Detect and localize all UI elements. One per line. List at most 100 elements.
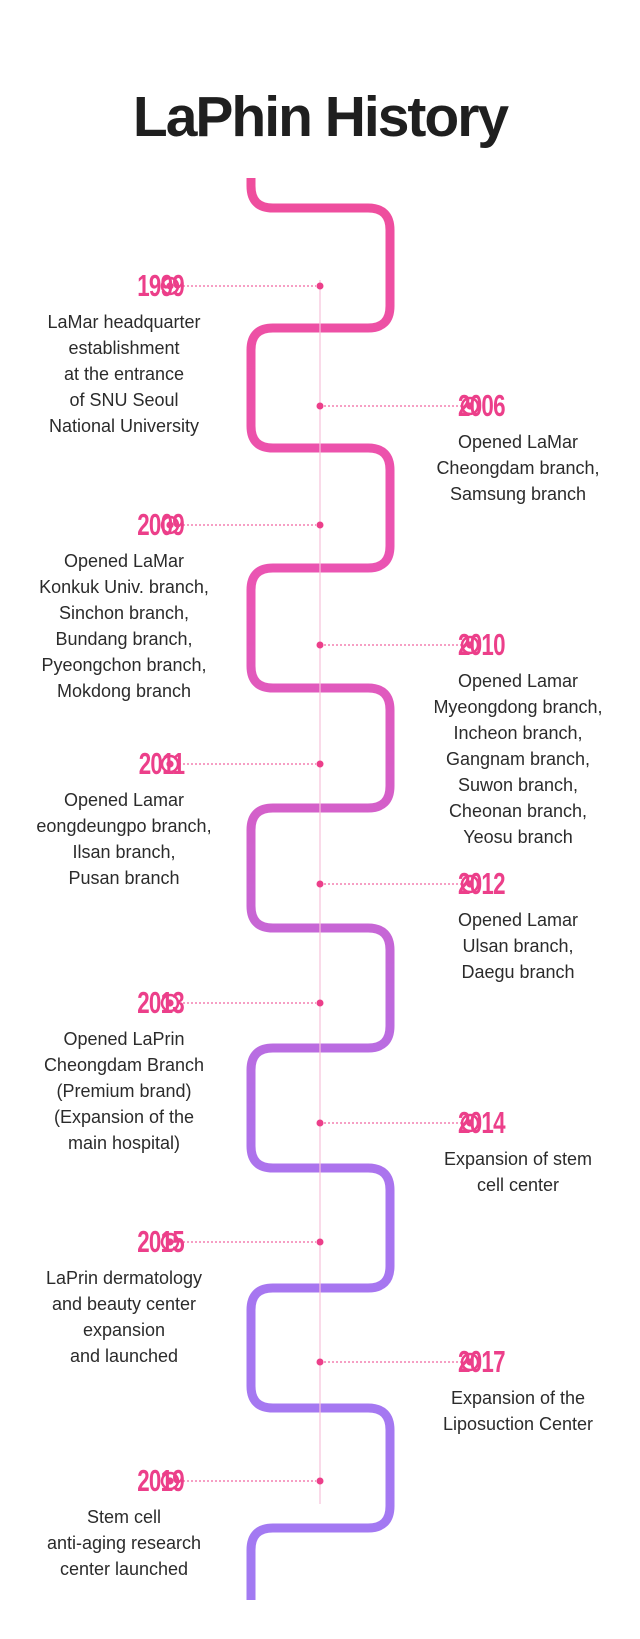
description-line: Gangnam branch, [445,749,591,769]
description-line: National University [48,416,200,436]
target-icon [160,993,180,1013]
description-line: anti-aging research [46,1533,202,1553]
timeline-wave [246,178,395,1600]
year-row: 2009 [119,509,184,540]
description-line: Stem cell [86,1507,162,1527]
event-year: 2006 [458,388,505,423]
timeline-dot-icon [316,282,324,290]
description-line: Cheongdam branch, [436,458,600,478]
target-icon [160,1232,180,1252]
description-line: Opened LaPrin [63,1029,185,1049]
year-row: 2019 [119,1465,184,1496]
timeline-dot-icon [316,880,324,888]
target-icon [160,1471,180,1491]
target-icon-center [466,1358,474,1366]
description-line: center launched [59,1559,189,1579]
event-connector [160,515,324,535]
timeline-dot-icon [316,521,324,529]
event-connector [316,1352,480,1372]
description-line: main hospital) [67,1133,181,1153]
target-icon-center [466,1119,474,1127]
event-year: 2011 [138,746,184,781]
event-connector [160,754,324,774]
target-icon [160,276,180,296]
target-icon-center [466,402,474,410]
year-row: 2017 [458,1344,523,1379]
year-row: 2013 [119,985,184,1020]
year-row: 2014 [458,1105,523,1140]
description-line: Ilsan branch, [72,842,176,862]
description-line: Daegu branch [461,962,575,982]
description-line: Yeosu branch [463,827,573,847]
event-connector [316,1113,480,1133]
description-line: cell center [476,1175,560,1195]
description-line: Cheongdam Branch [43,1055,205,1075]
description-line: of SNU Seoul [69,390,179,410]
target-icon [160,515,180,535]
target-icon [460,635,480,655]
timeline-dot-icon [316,402,324,410]
description-line: LaMar headquarter [47,312,201,332]
description-line: Cheonan branch, [448,801,588,821]
timeline-dot-icon [316,641,324,649]
description-line: Pusan branch [68,868,180,888]
description-line: eongdeungpo branch, [36,816,212,836]
year-row: 1999 [119,268,184,303]
event-description: Stem cell anti-aging research center launc… [4,1504,244,1582]
timeline-dot-icon [316,1119,324,1127]
event-year: 2014 [458,1105,505,1140]
description-line: establishment [68,338,180,358]
description-line: Myeongdong branch, [433,697,603,717]
event-description: Opened Lamar Myeongdong branch, Incheon br… [398,668,638,850]
timeline-dot-icon [316,999,324,1007]
description-line: Opened Lamar [63,790,185,810]
description-line: Bundang branch, [55,629,193,649]
description-line: Mokdong branch [56,681,192,701]
event-connector [316,635,480,655]
target-icon-center [466,880,474,888]
target-icon-center [166,1477,174,1485]
event-year: 2013 [137,985,184,1020]
target-icon [460,874,480,894]
event-description: Opened LaPrin Cheongdam Branch (Premium br… [4,1026,244,1156]
target-icon [160,754,180,774]
target-icon-center [466,641,474,649]
event-description: Opened LaMar Cheongdam branch, Samsung bra… [398,429,638,507]
event-description: Expansion of stem cell center [398,1146,638,1198]
event-year: 1999 [137,268,184,303]
target-icon-center [166,521,174,529]
page-title: LaPhin History [132,85,509,149]
year-row: 2011 [121,746,184,781]
target-icon [460,1352,480,1372]
description-line: Opened Lamar [457,910,579,930]
description-line: Incheon branch, [453,723,583,743]
target-icon-center [166,282,174,290]
event-description: LaMar headquarter establishment at the ent… [4,309,244,439]
description-line: LaPrin dermatology [45,1268,203,1288]
description-line: Sinchon branch, [58,603,190,623]
event-connector [160,1471,324,1491]
target-icon [460,1113,480,1133]
event-description: LaPrin dermatology and beauty center expan… [4,1265,244,1369]
description-line: Expansion of the [450,1388,586,1408]
description-line: Pyeongchon branch, [41,655,207,675]
description-line: Opened Lamar [457,671,579,691]
timeline-dot-icon [316,1477,324,1485]
target-icon-center [166,999,174,1007]
description-line: Liposuction Center [442,1414,594,1434]
event-year: 2017 [458,1344,505,1379]
event-description: Opened Lamar eongdeungpo branch, Ilsan bra… [4,787,244,891]
description-line: Konkuk Univ. branch, [39,577,209,597]
target-icon [460,396,480,416]
timeline-dot-icon [316,760,324,768]
event-description: Opened Lamar Ulsan branch, Daegu branch [398,907,638,985]
description-line: (Expansion of the [53,1107,195,1127]
event-connector [160,1232,324,1252]
timeline-dot-icon [316,1238,324,1246]
event-year: 2012 [458,866,505,901]
event-year: 2010 [458,627,505,662]
year-row: 2012 [458,866,523,901]
description-line: Opened LaMar [457,432,579,452]
target-icon-center [166,760,174,768]
